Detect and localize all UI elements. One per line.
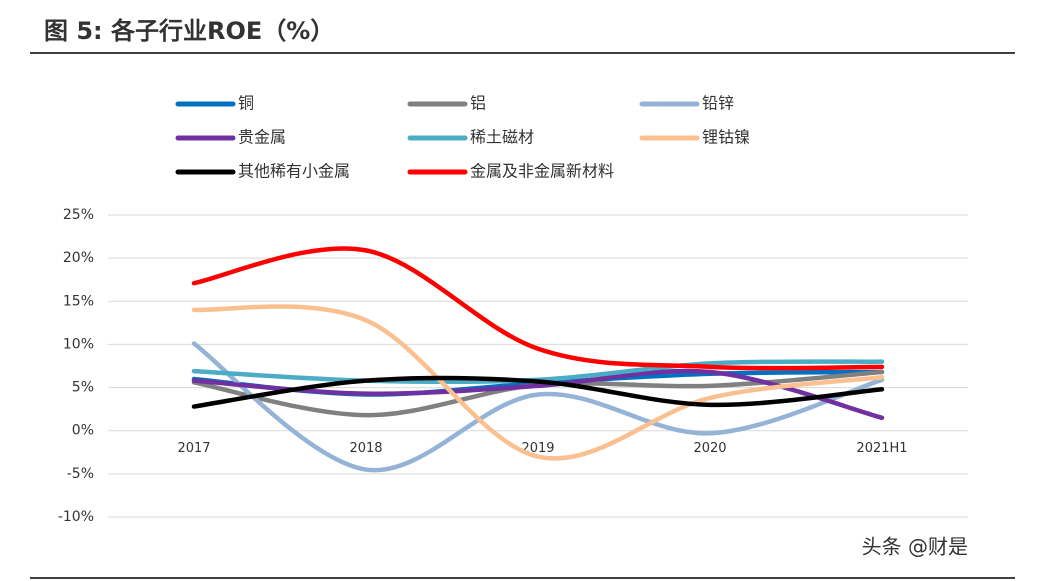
x-tick-label: 2021H1 <box>856 441 907 456</box>
y-tick-label: 15% <box>63 293 94 309</box>
legend-label: 稀土磁材 <box>470 128 534 147</box>
series-line <box>191 375 885 409</box>
series-line <box>191 368 885 421</box>
y-tick-label: 20% <box>63 250 94 266</box>
legend-label: 铜 <box>238 94 254 113</box>
legend-label: 金属及非金属新材料 <box>470 162 614 181</box>
legend-label: 铅锌 <box>702 94 734 113</box>
x-tick-label: 2020 <box>693 441 726 456</box>
series-line <box>191 304 885 461</box>
y-tick-label: 5% <box>72 380 94 396</box>
y-tick-label: -5% <box>67 466 94 482</box>
x-tick-label: 2017 <box>177 441 210 456</box>
y-tick-label: 25% <box>63 207 94 223</box>
chart-title: 图 5: 各子行业ROE（%） <box>44 17 334 45</box>
series-line <box>191 246 885 371</box>
legend-label: 锂钴镍 <box>702 128 750 147</box>
legend-label: 贵金属 <box>238 128 286 147</box>
series-line <box>191 341 885 473</box>
legend-label: 其他稀有小金属 <box>238 162 350 181</box>
y-tick-label: -10% <box>58 509 94 525</box>
x-tick-label: 2018 <box>349 441 382 456</box>
y-tick-label: 0% <box>72 423 94 439</box>
legend-label: 铝 <box>470 94 486 113</box>
watermark: 头条 @财是 <box>862 535 968 559</box>
y-tick-label: 10% <box>63 336 94 352</box>
